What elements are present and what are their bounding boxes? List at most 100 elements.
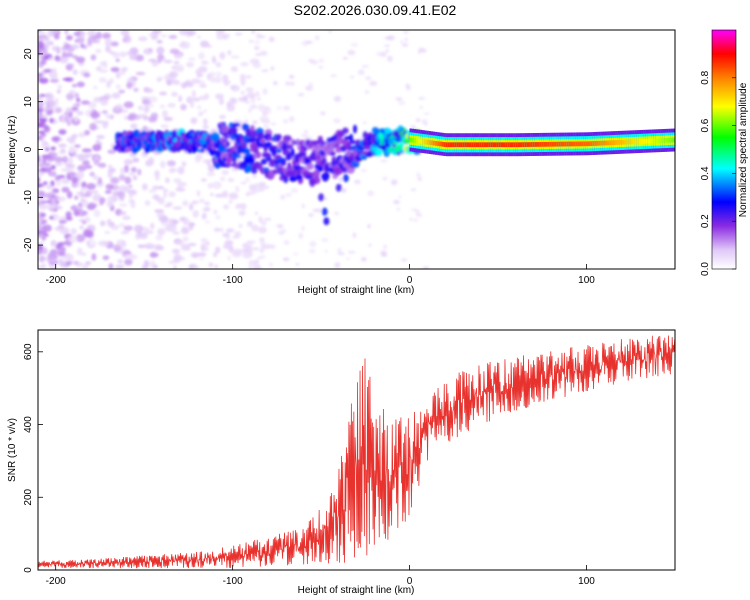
ridge-blob: [342, 174, 349, 183]
noise-blob: [387, 35, 396, 41]
band-segment: [560, 141, 563, 147]
noise-blob: [137, 105, 144, 111]
noise-blob: [213, 264, 219, 269]
noise-blob: [350, 42, 359, 47]
noise-blob: [245, 75, 252, 79]
noise-blob: [229, 85, 236, 90]
noise-blob: [213, 227, 221, 232]
snr-y-tick-label: 400: [23, 416, 34, 433]
noise-blob: [38, 77, 49, 84]
noise-blob: [74, 195, 79, 200]
noise-blob: [115, 264, 124, 269]
noise-blob: [402, 30, 409, 34]
noise-blob: [54, 156, 64, 163]
noise-blob: [415, 118, 421, 123]
band-segment: [479, 142, 482, 148]
noise-blob: [38, 191, 46, 198]
noise-blob: [259, 50, 268, 56]
noise-blob: [51, 170, 57, 176]
noise-blob: [230, 55, 240, 59]
noise-blob: [263, 124, 270, 128]
noise-blob: [163, 59, 173, 64]
noise-blob: [383, 244, 387, 250]
noise-blob: [75, 191, 83, 196]
ridge-blob: [171, 130, 178, 138]
noise-blob: [47, 30, 54, 38]
noise-blob: [376, 51, 382, 57]
noise-blob: [200, 40, 209, 48]
band-segment: [651, 138, 654, 144]
band-segment: [430, 140, 434, 146]
noise-blob: [75, 261, 83, 268]
noise-blob: [76, 97, 81, 103]
noise-blob: [219, 176, 226, 182]
noise-blob: [234, 230, 242, 239]
spectrogram-x-tick-label: -100: [223, 275, 243, 286]
noise-blob: [230, 66, 239, 73]
noise-blob: [118, 203, 128, 207]
noise-blob: [253, 40, 261, 45]
band-segment: [672, 137, 675, 143]
ridge-blob: [251, 167, 258, 175]
noise-blob: [334, 211, 340, 216]
noise-blob: [108, 164, 113, 169]
noise-blob: [357, 69, 365, 76]
noise-blob: [49, 215, 54, 220]
noise-blob: [144, 242, 154, 248]
noise-blob: [227, 49, 232, 56]
noise-blob: [249, 58, 260, 64]
noise-blob: [198, 52, 205, 60]
noise-blob: [218, 97, 225, 106]
noise-blob: [91, 253, 97, 261]
noise-blob: [38, 176, 41, 184]
noise-blob: [93, 159, 100, 166]
band-segment: [649, 138, 652, 144]
noise-blob: [175, 240, 184, 246]
noise-blob: [107, 171, 113, 179]
snr-x-tick-label: 100: [578, 576, 595, 587]
noise-blob: [120, 230, 130, 235]
noise-blob: [198, 257, 205, 261]
noise-blob: [48, 41, 55, 46]
noise-blob: [318, 66, 324, 69]
noise-blob: [244, 100, 251, 105]
noise-blob: [197, 105, 202, 110]
noise-blob: [188, 224, 194, 231]
band-segment: [579, 141, 582, 147]
band-segment: [596, 140, 599, 146]
noise-blob: [159, 104, 166, 109]
ridge-blob: [271, 149, 277, 158]
noise-blob: [248, 39, 254, 44]
band-segment: [492, 142, 495, 148]
ridge-blob: [282, 135, 292, 142]
noise-blob: [38, 135, 43, 141]
noise-blob: [202, 124, 210, 130]
spectrogram-y-tick-label: 0: [23, 146, 34, 152]
noise-blob: [201, 60, 208, 65]
band-segment: [615, 140, 618, 145]
noise-blob: [59, 56, 69, 64]
noise-blob: [150, 251, 157, 258]
noise-blob: [259, 248, 265, 253]
noise-blob: [55, 107, 63, 113]
noise-blob: [220, 192, 228, 198]
ridge-blob: [250, 135, 257, 143]
snr-x-tick-label: -100: [223, 576, 243, 587]
noise-blob: [208, 262, 214, 268]
noise-blob: [68, 156, 73, 165]
noise-blob: [40, 118, 48, 122]
noise-blob: [107, 149, 117, 154]
noise-blob: [252, 247, 260, 251]
noise-blob: [367, 190, 375, 197]
band-segment: [638, 139, 642, 144]
noise-blob: [87, 202, 98, 208]
noise-blob: [140, 96, 151, 100]
band-segment: [418, 138, 421, 144]
noise-blob: [105, 45, 111, 53]
noise-blob: [61, 177, 71, 185]
ridge-blob: [318, 193, 325, 202]
band-segment: [522, 142, 525, 148]
noise-blob: [39, 114, 49, 119]
noise-blob: [248, 243, 253, 250]
band-segment: [449, 142, 453, 148]
